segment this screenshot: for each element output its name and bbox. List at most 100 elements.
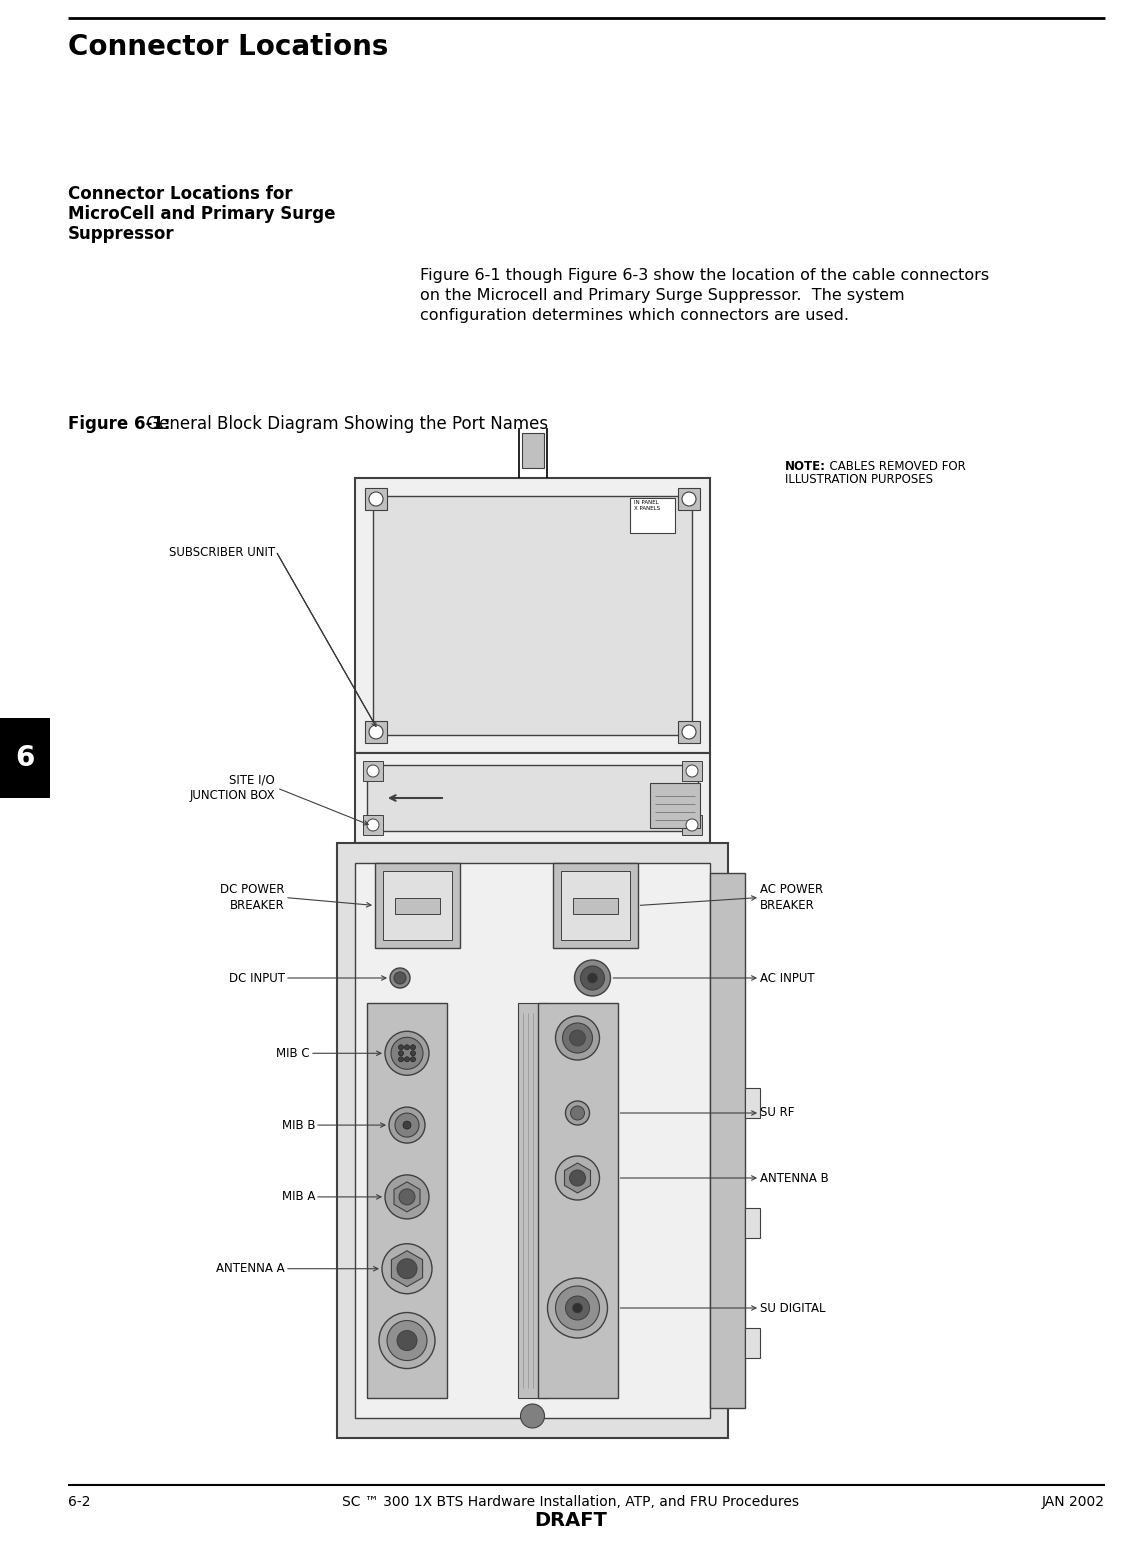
Circle shape: [398, 1045, 404, 1050]
Text: DC INPUT: DC INPUT: [229, 972, 285, 985]
Circle shape: [398, 1051, 404, 1056]
Circle shape: [403, 1121, 411, 1129]
Circle shape: [556, 1286, 599, 1329]
Bar: [355, 863, 710, 1418]
Circle shape: [385, 1031, 429, 1075]
Circle shape: [570, 1106, 584, 1120]
Bar: [678, 488, 699, 509]
Bar: [355, 753, 710, 843]
Circle shape: [581, 966, 605, 989]
Bar: [518, 1003, 548, 1398]
Circle shape: [520, 1404, 544, 1429]
Bar: [363, 815, 383, 836]
Circle shape: [397, 1331, 416, 1351]
Circle shape: [397, 1259, 416, 1278]
Bar: [682, 815, 702, 836]
Text: DC POWER
BREAKER: DC POWER BREAKER: [220, 884, 285, 912]
Circle shape: [569, 1169, 585, 1186]
Bar: [745, 1208, 760, 1238]
Text: NOTE:: NOTE:: [785, 460, 826, 474]
Bar: [630, 499, 675, 533]
Text: SU RF: SU RF: [760, 1106, 794, 1120]
Circle shape: [379, 1312, 435, 1368]
Circle shape: [411, 1056, 415, 1062]
Text: AC INPUT: AC INPUT: [760, 972, 815, 985]
Circle shape: [391, 1037, 423, 1070]
Bar: [537, 1003, 617, 1398]
Bar: [367, 1003, 447, 1398]
Text: ANTENNA A: ANTENNA A: [217, 1263, 285, 1275]
Text: SU DIGITAL: SU DIGITAL: [760, 1301, 825, 1314]
Text: MicroCell and Primary Surge: MicroCell and Primary Surge: [68, 205, 335, 224]
Text: General Block Diagram Showing the Port Names: General Block Diagram Showing the Port N…: [141, 415, 548, 433]
Text: AC POWER
BREAKER: AC POWER BREAKER: [760, 884, 823, 912]
Bar: [521, 433, 543, 467]
Bar: [373, 495, 691, 735]
Bar: [650, 783, 699, 828]
Circle shape: [686, 766, 698, 776]
Text: Suppressor: Suppressor: [68, 225, 175, 242]
Bar: [745, 1089, 760, 1118]
Bar: [573, 898, 617, 915]
Bar: [337, 843, 728, 1438]
Circle shape: [382, 1244, 432, 1294]
Circle shape: [563, 1023, 592, 1053]
Text: Figure 6-1:: Figure 6-1:: [68, 415, 170, 433]
Text: ANTENNA B: ANTENNA B: [760, 1171, 828, 1185]
Bar: [375, 863, 460, 947]
Circle shape: [411, 1051, 415, 1056]
Bar: [365, 721, 387, 742]
Bar: [383, 871, 452, 940]
Text: Connector Locations for: Connector Locations for: [68, 185, 292, 203]
Circle shape: [399, 1190, 415, 1205]
Circle shape: [389, 1107, 424, 1143]
Circle shape: [411, 1045, 415, 1050]
Bar: [560, 871, 630, 940]
Text: 6-2: 6-2: [68, 1496, 90, 1510]
Text: ILLUSTRATION PURPOSES: ILLUSTRATION PURPOSES: [785, 474, 933, 486]
Circle shape: [548, 1278, 607, 1339]
Circle shape: [387, 1320, 427, 1360]
Circle shape: [682, 725, 696, 739]
Text: configuration determines which connectors are used.: configuration determines which connector…: [420, 307, 849, 323]
Text: 6: 6: [15, 744, 34, 772]
Circle shape: [682, 492, 696, 506]
Bar: [710, 873, 745, 1409]
Circle shape: [395, 1114, 419, 1137]
Bar: [395, 898, 440, 915]
Circle shape: [575, 960, 610, 995]
Circle shape: [573, 1303, 583, 1312]
Circle shape: [367, 818, 379, 831]
Circle shape: [369, 725, 383, 739]
Text: DRAFT: DRAFT: [534, 1511, 607, 1530]
Circle shape: [390, 968, 410, 988]
Bar: [367, 766, 698, 831]
Text: Figure 6-1 though Figure 6-3 show the location of the cable connectors: Figure 6-1 though Figure 6-3 show the lo…: [420, 269, 989, 283]
Bar: [363, 761, 383, 781]
Circle shape: [405, 1056, 410, 1062]
Circle shape: [385, 1176, 429, 1219]
Text: MIB B: MIB B: [282, 1118, 315, 1132]
Text: Connector Locations: Connector Locations: [68, 33, 388, 61]
Text: JAN 2002: JAN 2002: [1042, 1496, 1104, 1510]
Bar: [355, 478, 710, 753]
Bar: [745, 1328, 760, 1357]
Circle shape: [369, 492, 383, 506]
Bar: [552, 863, 638, 947]
Bar: [0, 717, 50, 798]
Text: SC ™ 300 1X BTS Hardware Installation, ATP, and FRU Procedures: SC ™ 300 1X BTS Hardware Installation, A…: [342, 1496, 799, 1510]
Text: MIB C: MIB C: [276, 1047, 310, 1059]
Text: IN PANEL
X PANELS: IN PANEL X PANELS: [634, 500, 661, 511]
Text: CABLES REMOVED FOR: CABLES REMOVED FOR: [822, 460, 965, 474]
Circle shape: [367, 766, 379, 776]
Circle shape: [398, 1056, 404, 1062]
Circle shape: [686, 818, 698, 831]
Text: on the Microcell and Primary Surge Suppressor.  The system: on the Microcell and Primary Surge Suppr…: [420, 287, 905, 303]
Text: SITE I/O
JUNCTION BOX: SITE I/O JUNCTION BOX: [189, 773, 275, 803]
Circle shape: [569, 1030, 585, 1047]
Bar: [365, 488, 387, 509]
Text: SUBSCRIBER UNIT: SUBSCRIBER UNIT: [169, 547, 275, 559]
Bar: [678, 721, 699, 742]
Circle shape: [588, 974, 598, 983]
Text: MIB A: MIB A: [282, 1191, 315, 1204]
